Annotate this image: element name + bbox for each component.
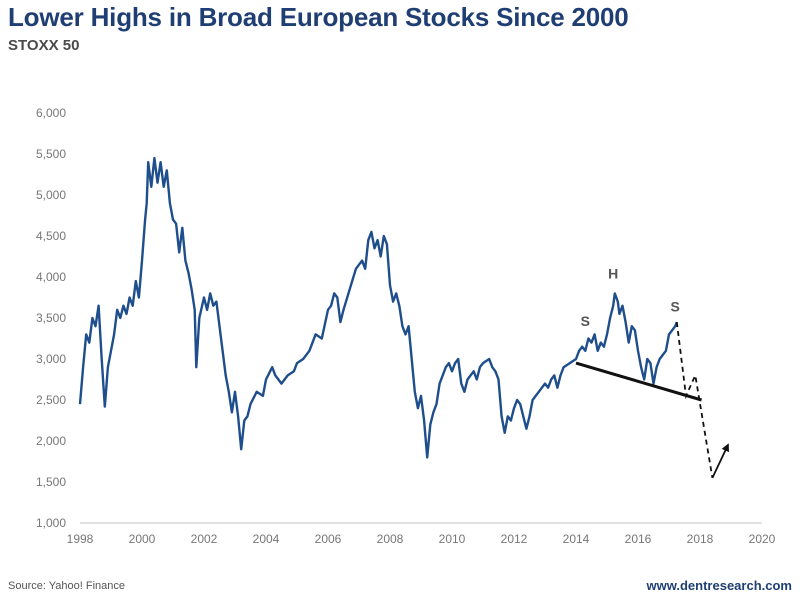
y-tick-label: 5,500 [36,147,66,161]
y-tick-label: 5,000 [36,188,66,202]
pattern-label: H [608,266,618,282]
x-tick-label: 2000 [129,532,156,546]
brand-url: www.dentresearch.com [646,578,792,593]
x-tick-label: 2012 [501,532,528,546]
x-tick-label: 2002 [191,532,218,546]
neckline [575,361,702,402]
projection-dashed-line [675,321,714,479]
chart-title: Lower Highs in Broad European Stocks Sin… [8,2,629,32]
y-tick-label: 1,500 [36,475,66,489]
y-tick-label: 2,000 [36,434,66,448]
y-tick-label: 3,000 [36,352,66,366]
x-tick-label: 2018 [687,532,714,546]
projection-arrow [711,443,729,479]
x-tick-label: 2016 [625,532,652,546]
y-tick-label: 1,000 [36,516,66,530]
x-tick-label: 2014 [563,532,590,546]
source-note: Source: Yahoo! Finance [8,580,126,592]
head-and-shoulders-annotation: S H S [575,266,729,479]
y-tick-label: 4,000 [36,270,66,284]
x-tick-label: 1998 [67,532,94,546]
x-tick-label: 2020 [749,532,776,546]
y-tick-label: 4,500 [36,229,66,243]
x-tick-label: 2010 [439,532,466,546]
x-tick-label: 2006 [315,532,342,546]
x-tick-label: 2008 [377,532,404,546]
x-axis-ticks: 1998 2000 2002 2004 2006 2008 2010 2012 2014 2016… [67,532,776,546]
y-tick-label: 2,500 [36,393,66,407]
x-tick-label: 2004 [253,532,280,546]
y-tick-label: 3,500 [36,311,66,325]
y-tick-label: 6,000 [36,106,66,120]
pattern-label: S [671,298,680,314]
pattern-label: S [581,313,590,329]
series-line-stoxx50 [78,156,678,459]
y-axis-ticks: 1,000 1,500 2,000 2,500 3,000 3,500 4,000 4,500… [36,106,66,530]
chart-subtitle: STOXX 50 [8,37,80,54]
